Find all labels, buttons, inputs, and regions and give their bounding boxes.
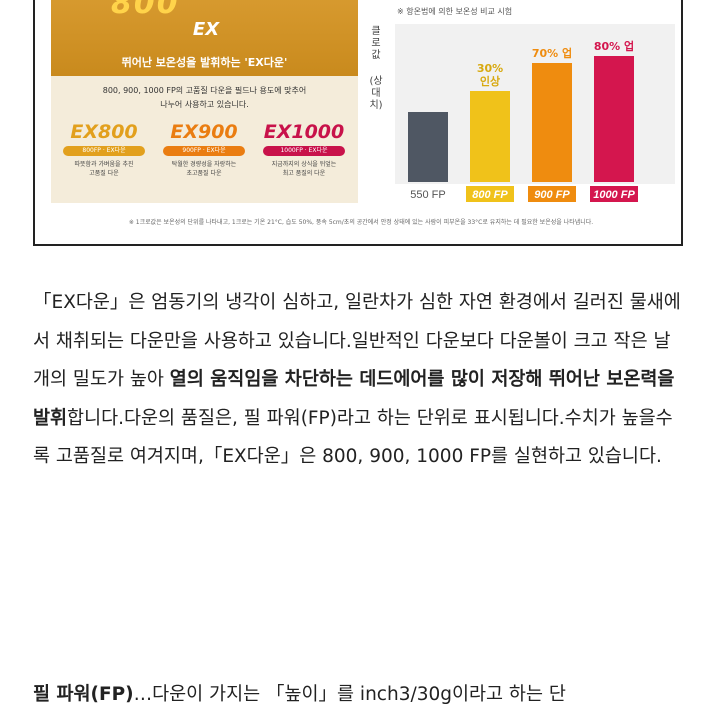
product-ex1000: EX1000 1000FP · EX다운 지금까지의 상식을 뒤엎는 최고 품질… (259, 122, 349, 178)
product-pill: 800FP · EX다운 (63, 146, 145, 156)
product-logo: EX900 (170, 121, 238, 143)
product-caption-1: 탁월한 경량성을 자랑하는 (171, 161, 237, 168)
ex-down-info-panel: 800 EX 뛰어난 보온성을 발휘하는 'EX다운' 800, 900, 10… (51, 0, 358, 203)
gold-header-box: 800 EX 뛰어난 보온성을 발휘하는 'EX다운' (51, 0, 358, 76)
product-image-card: 800 EX 뛰어난 보온성을 발휘하는 'EX다운' 800, 900, 10… (33, 0, 683, 246)
product-ex800: EX800 800FP · EX다운 따뜻함과 가벼움을 추진 고품질 다운 (59, 122, 149, 178)
article-bold-text: 열의 움직임을 차단하는 데드에어를 많이 저장해 뛰어난 보온력을 발휘 (33, 369, 675, 429)
category-label-bg (590, 186, 638, 202)
header-number: 800 (111, 0, 180, 21)
product-logo: EX1000 (263, 121, 345, 143)
chart-y-label-bottom: (상대치) (369, 76, 383, 111)
data-label: 30% (477, 62, 503, 75)
product-pill: 900FP · EX다운 (163, 146, 245, 156)
bar-3 (532, 63, 572, 182)
data-label: 80% 업 (594, 40, 634, 53)
description-line-2: 나누어 사용하고 있습니다. (160, 100, 249, 109)
category-label: 900 FP (534, 189, 570, 201)
article-paragraph-2: 필 파워(FP)…다운이 가지는 「높이」를 inch3/30g이라고 하는 단 (33, 680, 566, 706)
product-caption-1: 따뜻함과 가벼움을 추진 (74, 161, 134, 168)
category-label-bg (466, 186, 514, 202)
chart-y-label: 클로값 (상대치) (367, 26, 385, 112)
category-label: 800 FP (472, 189, 508, 201)
product-ex900: EX900 900FP · EX다운 탁월한 경량성을 자랑하는 초고품질 다운 (159, 122, 249, 178)
product-caption-2: 최고 품질의 다운 (282, 170, 326, 177)
article-text-2: 합니다.다운의 품질은, 필 파워(FP)라고 하는 단위로 표시됩니다.수치가… (33, 407, 673, 468)
footnote: ※ 1크로값은 보온성의 단위를 나타내고, 1크로는 기온 21°C, 습도 … (128, 219, 594, 226)
gold-title: 뛰어난 보온성을 발휘하는 'EX다운' (121, 56, 288, 69)
article-paragraph-1: 「EX다운」은 엄동기의 냉각이 심하고, 일란차가 심한 자연 환경에서 길러… (33, 284, 683, 477)
article-text-1: 「EX다운」은 엄동기의 냉각이 심하고, 일란차가 심한 자연 환경에서 길러… (33, 292, 681, 390)
data-label: 70% 업 (532, 47, 572, 60)
product-caption-2: 고품질 다운 (89, 170, 119, 177)
bar-1 (408, 112, 448, 182)
description: 800, 900, 1000 FP의 고품질 다운을 필드나 용도에 맞추어 나… (51, 84, 358, 112)
product-caption-2: 초고품질 다운 (186, 170, 222, 177)
product-pill: 1000FP · EX다운 (263, 146, 345, 156)
ex-logo: EX (185, 20, 227, 44)
description-line-1: 800, 900, 1000 FP의 고품질 다운을 필드나 용도에 맞추어 (102, 86, 307, 95)
article-bold-term: 필 파워(FP) (33, 684, 134, 705)
data-label: 인상 (480, 74, 500, 88)
chart-note: ※ 항온법에 의한 보온성 비교 시험 (397, 7, 513, 16)
bar-chart: 550 FP 800 FP 30%인상 900 FP 70% 업 1000 FP 80% 업 (408, 40, 638, 202)
category-label: 1000 FP (593, 189, 635, 201)
bar-2 (470, 91, 510, 182)
category-label-bg (528, 186, 576, 202)
ex-logo-text: EX (192, 19, 220, 40)
bar-4 (594, 56, 634, 182)
product-logo: EX800 (70, 121, 138, 143)
chart-y-label-top: 클로값 (371, 26, 381, 61)
article-text-3: …다운이 가지는 「높이」를 inch3/30g이라고 하는 단 (133, 684, 566, 705)
category-label: 550 FP (410, 189, 445, 201)
product-caption-1: 지금까지의 상식을 뒤엎는 (271, 161, 337, 168)
